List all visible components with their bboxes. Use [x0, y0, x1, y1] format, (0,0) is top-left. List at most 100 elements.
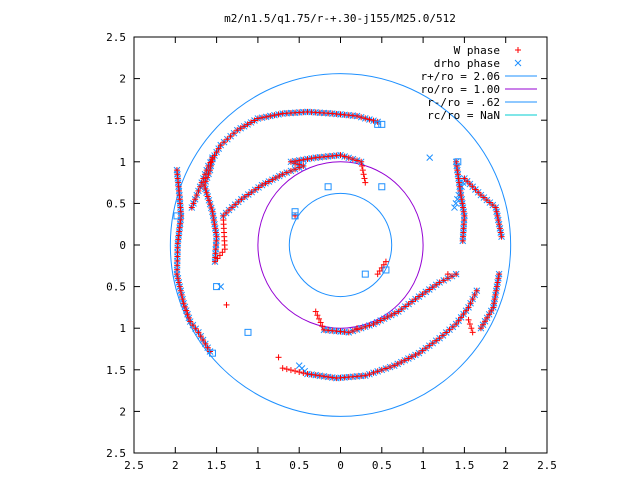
w-point-224 [495, 217, 502, 224]
w-point-230 [495, 275, 502, 282]
x-tick-label-3: 1 [255, 459, 262, 472]
w-point-281 [317, 319, 324, 326]
w-point-193 [454, 171, 461, 178]
w-point-341 [466, 321, 473, 328]
w-point-338 [283, 366, 290, 373]
legend-sample-0 [515, 47, 521, 53]
w-point-180 [341, 153, 348, 160]
x-tick-label-0: 2.5 [124, 459, 144, 472]
w-point-65 [227, 133, 234, 140]
w-point-288 [467, 300, 474, 307]
w-point-239 [486, 311, 493, 318]
square-marker-4 [291, 208, 299, 216]
w-point-260 [395, 308, 402, 315]
w-point-249 [433, 281, 440, 288]
w-point-101 [370, 117, 377, 124]
w-point-196 [456, 183, 463, 190]
drho-point-194 [426, 154, 434, 161]
legend-sample-1 [514, 59, 522, 67]
w-point-289 [465, 304, 472, 311]
circle-0 [169, 73, 512, 417]
w-point-252 [422, 288, 429, 295]
x-tick-label-10: 2.5 [537, 459, 557, 472]
w-point-159 [279, 171, 286, 178]
w-point-104 [208, 158, 215, 165]
w-point-64 [224, 136, 231, 143]
w-point-63 [221, 139, 228, 146]
w-point-343 [469, 329, 476, 336]
y-tick-label-2: 1.5 [106, 364, 126, 377]
w-point-296 [446, 326, 453, 333]
w-point-44 [204, 344, 211, 351]
w-point-339 [279, 365, 286, 372]
y-tick-label-8: 1.5 [106, 114, 126, 127]
w-point-261 [391, 310, 398, 317]
w-point-328 [325, 373, 332, 380]
w-point-290 [463, 307, 470, 314]
w-point-286 [471, 291, 478, 298]
w-point-235 [491, 296, 498, 303]
w-point-329 [320, 373, 327, 380]
w-point-25 [173, 271, 180, 278]
w-point-42 [200, 337, 207, 344]
w-point-284 [312, 308, 319, 315]
x-tick-label-9: 2 [502, 459, 509, 472]
w-point-40 [195, 329, 202, 336]
w-point-34 [183, 307, 190, 314]
w-point-250 [429, 284, 436, 291]
legend-label-4: r-/ro = .62 [427, 96, 500, 109]
w-point-351 [223, 301, 230, 308]
w-point-152 [255, 184, 262, 191]
w-point-313 [387, 364, 394, 371]
w-point-45 [206, 348, 213, 355]
w-point-211 [464, 178, 471, 185]
w-point-353 [444, 271, 451, 278]
w-point-251 [426, 286, 433, 293]
w-point-292 [458, 314, 465, 321]
w-point-245 [449, 273, 456, 280]
w-point-232 [493, 283, 500, 290]
w-point-107 [205, 170, 212, 177]
w-point-331 [312, 372, 319, 379]
w-point-247 [440, 277, 447, 284]
reference-circles [169, 73, 512, 417]
w-point-99 [362, 115, 369, 122]
w-point-327 [329, 374, 336, 381]
w-point-240 [484, 314, 491, 321]
w-point-308 [405, 355, 412, 362]
w-point-110 [201, 182, 208, 189]
w-point-71 [248, 119, 255, 126]
w-point-78 [275, 111, 282, 118]
w-point-242 [479, 321, 486, 328]
w-point-259 [398, 306, 405, 313]
w-point-158 [276, 173, 283, 180]
w-point-72 [251, 117, 258, 124]
w-point-157 [272, 174, 279, 181]
w-point-226 [496, 225, 503, 232]
w-point-66 [230, 130, 237, 137]
x-tick-label-2: 1.5 [207, 459, 227, 472]
w-point-46 [188, 204, 195, 211]
square-marker-2 [213, 283, 221, 291]
w-point-184 [358, 158, 365, 165]
w-point-153 [259, 182, 266, 189]
w-point-160 [283, 169, 290, 176]
w-point-170 [300, 156, 307, 163]
w-point-349 [354, 325, 361, 332]
w-point-201 [460, 204, 467, 211]
w-point-304 [419, 347, 426, 354]
w-point-279 [320, 326, 327, 333]
w-point-179 [337, 152, 344, 159]
legend-label-1: drho phase [434, 57, 500, 70]
chart-title: m2/n1.5/q1.75/r-+.30-j155/M25.0/512 [224, 12, 456, 25]
w-point-68 [237, 125, 244, 132]
w-point-48 [192, 196, 199, 203]
y-tick-label-6: 0.5 [106, 197, 126, 210]
w-point-114 [205, 197, 212, 204]
w-point-181 [345, 154, 352, 161]
square-marker-5 [291, 212, 299, 220]
w-point-150 [248, 189, 255, 196]
w-point-121 [212, 225, 219, 232]
circle-2 [288, 192, 393, 298]
